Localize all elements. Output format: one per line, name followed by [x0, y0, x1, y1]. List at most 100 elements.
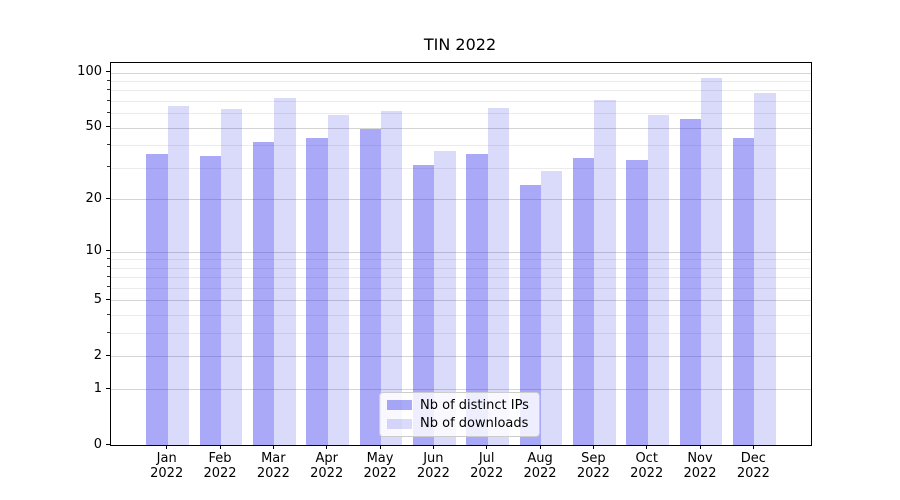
bar-nb-of-downloads-sep: [594, 99, 616, 445]
legend-label-downloads: Nb of downloads: [420, 416, 529, 432]
gridline-major: [111, 300, 811, 302]
x-tick-mar: [272, 445, 274, 449]
y-minor-tick-6: [107, 286, 110, 288]
gridline-major: [111, 356, 811, 358]
chart-title: TIN 2022: [423, 35, 497, 54]
bar-nb-of-distinct-ips-nov: [679, 118, 702, 445]
bar-nb-of-distinct-ips-aug: [519, 185, 542, 445]
bar-nb-of-distinct-ips-dec: [733, 137, 755, 445]
legend-item-distinct-ips: Nb of distinct IPs: [380, 398, 539, 413]
gridline-minor: [111, 333, 811, 335]
gridline-minor: [111, 145, 811, 147]
bar-nb-of-downloads-nov: [701, 78, 723, 445]
y-tick-label-2: 2: [93, 347, 102, 363]
x-tick-may: [379, 445, 381, 449]
bar-nb-of-distinct-ips-mar: [253, 141, 275, 445]
y-minor-tick-30: [107, 166, 110, 168]
x-tick-label-aug: Aug 2022: [523, 451, 557, 481]
bar-nb-of-downloads-aug: [541, 170, 563, 445]
y-tick-label-1: 1: [93, 380, 102, 396]
x-tick-label-nov: Nov 2022: [683, 451, 717, 481]
legend: Nb of distinct IPs Nb of downloads: [379, 392, 540, 437]
y-minor-tick-40: [107, 143, 110, 145]
gridline-major: [111, 72, 811, 74]
x-tick-jan: [166, 445, 168, 449]
x-tick-nov: [699, 445, 701, 449]
gridline-minor: [111, 81, 811, 82]
y-minor-tick-8: [107, 266, 110, 268]
bar-nb-of-distinct-ips-oct: [626, 160, 648, 445]
x-tick-label-apr: Apr 2022: [310, 451, 344, 481]
bar-nb-of-downloads-may: [381, 110, 403, 445]
y-minor-tick-90: [107, 79, 110, 81]
legend-swatch-distinct-ips: [387, 400, 412, 411]
gridline-major: [111, 389, 811, 391]
gridline-major: [111, 251, 811, 253]
gridline-minor: [111, 315, 811, 317]
y-tick-0: [106, 443, 110, 445]
y-tick-label-10: 10: [85, 243, 102, 258]
y-minor-tick-3: [107, 331, 110, 333]
bar-nb-of-downloads-jun: [434, 151, 456, 445]
y-tick-100: [106, 71, 110, 73]
bar-nb-of-downloads-jul: [487, 108, 509, 445]
y-minor-tick-80: [107, 88, 110, 90]
gridline-major: [111, 199, 811, 201]
x-tick-label-jul: Jul 2022: [470, 451, 504, 481]
gridline-minor: [111, 101, 811, 103]
bar-nb-of-downloads-jan: [167, 105, 189, 445]
bar-nb-of-downloads-apr: [327, 114, 349, 445]
x-tick-jul: [486, 445, 488, 449]
y-minor-tick-70: [107, 99, 110, 101]
gridline-minor: [111, 277, 811, 279]
y-tick-10: [106, 250, 110, 251]
x-tick-label-feb: Feb 2022: [203, 451, 237, 481]
bar-nb-of-distinct-ips-jul: [466, 153, 488, 445]
gridline-minor: [111, 167, 811, 169]
bar-nb-of-distinct-ips-sep: [573, 158, 595, 445]
y-tick-1: [106, 387, 110, 389]
bar-nb-of-downloads-dec: [754, 93, 776, 445]
bar-nb-of-downloads-mar: [274, 97, 296, 445]
y-tick-label-5: 5: [93, 291, 102, 307]
x-tick-aug: [539, 445, 541, 449]
bar-nb-of-downloads-oct: [647, 114, 669, 445]
gridline-major: [111, 127, 811, 129]
x-tick-label-sep: Sep 2022: [576, 451, 610, 481]
legend-label-distinct-ips: Nb of distinct IPs: [420, 397, 529, 413]
y-minor-tick-4: [107, 313, 110, 315]
x-tick-label-may: May 2022: [363, 451, 397, 481]
y-minor-tick-60: [107, 111, 110, 113]
legend-item-downloads: Nb of downloads: [380, 416, 539, 431]
y-tick-label-100: 100: [77, 64, 102, 80]
y-tick-20: [106, 197, 110, 199]
gridline-minor: [111, 267, 811, 269]
legend-swatch-downloads: [387, 418, 412, 429]
x-tick-oct: [646, 445, 648, 449]
gridline-minor: [111, 113, 811, 115]
y-minor-tick-7: [107, 275, 110, 277]
x-tick-label-mar: Mar 2022: [256, 451, 290, 481]
x-tick-dec: [752, 445, 754, 449]
x-tick-jun: [432, 445, 434, 449]
x-tick-apr: [326, 445, 328, 449]
y-tick-2: [106, 354, 110, 356]
x-tick-label-dec: Dec 2022: [736, 451, 770, 481]
bar-nb-of-distinct-ips-feb: [199, 155, 222, 445]
bar-nb-of-distinct-ips-jun: [413, 165, 435, 445]
x-tick-feb: [219, 445, 221, 449]
plot-area: [110, 62, 812, 446]
y-tick-50: [106, 126, 110, 128]
gridline-minor: [111, 90, 811, 92]
y-tick-label-50: 50: [85, 119, 102, 135]
bar-nb-of-downloads-feb: [221, 109, 243, 445]
y-tick-5: [106, 298, 110, 300]
gridline-minor: [111, 287, 811, 289]
bar-nb-of-distinct-ips-apr: [306, 137, 328, 445]
bar-nb-of-distinct-ips-may: [359, 129, 382, 445]
bar-nb-of-distinct-ips-jan: [146, 153, 168, 445]
x-tick-label-jun: Jun 2022: [416, 451, 450, 481]
x-tick-label-jan: Jan 2022: [150, 451, 184, 481]
x-tick-label-oct: Oct 2022: [630, 451, 664, 481]
